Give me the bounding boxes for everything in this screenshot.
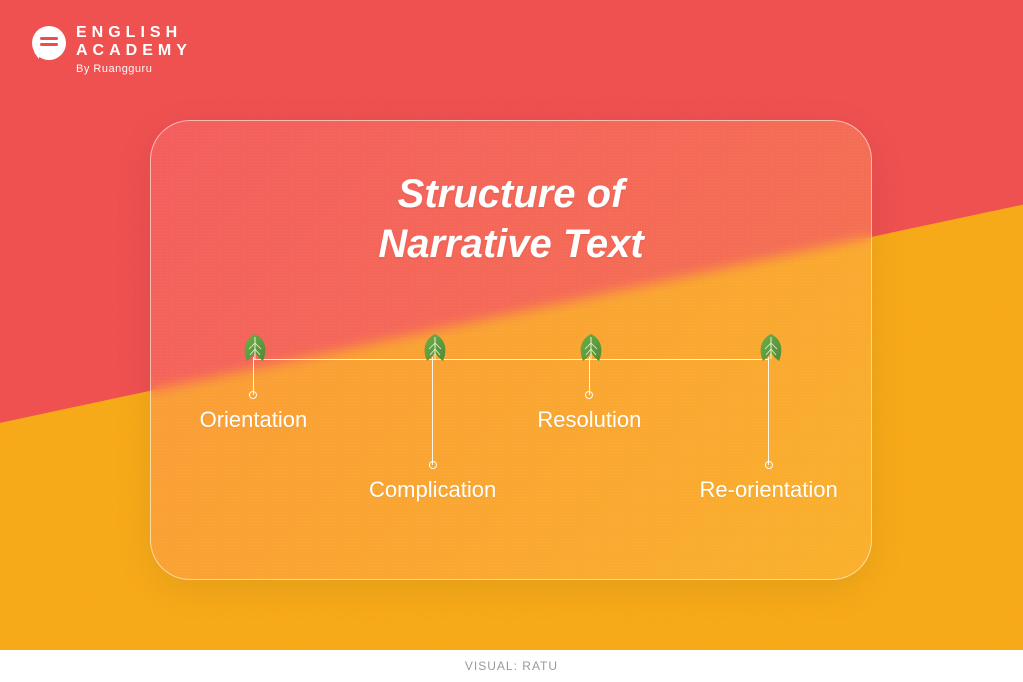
brand-logo: ENGLISH ACADEMY By Ruangguru: [32, 24, 192, 75]
leaf-icon: [417, 331, 453, 367]
timeline-label: Orientation: [200, 407, 308, 433]
brand-line2: ACADEMY: [76, 42, 192, 60]
timeline-label: Re-orientation: [700, 477, 838, 503]
timeline-line: [253, 359, 768, 360]
chat-bubble-icon: [32, 26, 66, 60]
timeline-stem: [589, 357, 590, 395]
timeline-label: Complication: [369, 477, 496, 503]
brand-line1: ENGLISH: [76, 24, 192, 42]
brand-logo-text: ENGLISH ACADEMY By Ruangguru: [76, 24, 192, 75]
timeline-stem: [253, 357, 254, 395]
footer-credit: VISUAL: RATU: [0, 650, 1023, 682]
leaf-icon: [237, 331, 273, 367]
brand-subline: By Ruangguru: [76, 63, 192, 75]
timeline-dot: [765, 461, 773, 469]
leaf-icon: [573, 331, 609, 367]
content-card: Structure of Narrative Text Orientation …: [150, 120, 872, 580]
timeline-stem: [768, 357, 769, 465]
timeline-dot: [585, 391, 593, 399]
card-title: Structure of Narrative Text: [151, 169, 871, 269]
timeline-label: Resolution: [537, 407, 641, 433]
infographic-stage: ENGLISH ACADEMY By Ruangguru Structure o…: [0, 0, 1023, 682]
timeline-stem: [432, 357, 433, 465]
timeline-dot: [429, 461, 437, 469]
footer-text: VISUAL: RATU: [465, 659, 558, 673]
leaf-icon: [753, 331, 789, 367]
timeline: Orientation Complication Resolution: [231, 359, 791, 539]
timeline-dot: [249, 391, 257, 399]
